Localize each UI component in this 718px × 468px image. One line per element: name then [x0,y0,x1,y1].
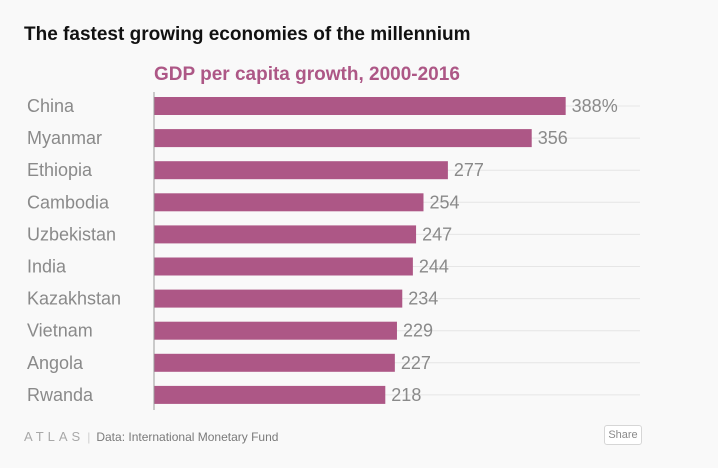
chart-title: The fastest growing economies of the mil… [24,24,471,45]
category-label: Angola [27,353,84,373]
chart-footer: ATLAS | Data: International Monetary Fun… [24,429,278,444]
value-label: 388% [572,96,618,116]
bar [154,225,417,244]
value-label: 254 [429,192,459,212]
bar [154,161,448,180]
bar [154,129,532,148]
value-label: 247 [422,224,452,244]
bar [154,321,397,340]
value-label: 234 [408,289,438,309]
bar [154,193,424,212]
value-label: 244 [419,257,449,277]
bar [154,385,386,404]
category-label: India [27,257,67,277]
category-label: Cambodia [27,192,110,212]
chart-subtitle: GDP per capita growth, 2000-2016 [154,64,460,85]
category-label: Uzbekistan [27,224,116,244]
bar [154,97,566,115]
value-label: 229 [403,321,433,341]
category-label: China [27,96,75,116]
category-label: Ethiopia [27,160,93,180]
value-label: 277 [454,160,484,180]
category-label: Kazakhstan [27,289,121,309]
value-label: 218 [391,385,421,405]
footer-separator: | [87,429,91,444]
bar [154,289,403,308]
value-label: 356 [538,128,568,148]
bar-chart: China 388% Myanmar 356 Ethiopia 277 Cambodia 25… [27,92,640,410]
source-note: Data: International Monetary Fund [96,429,279,444]
category-label: Vietnam [27,321,93,341]
atlas-logo: ATLAS [24,429,85,444]
category-label: Rwanda [27,385,94,405]
share-button[interactable]: Share [604,425,642,445]
bar [154,257,413,276]
category-label: Myanmar [27,128,102,148]
value-label: 227 [401,353,431,373]
bar [154,353,395,372]
